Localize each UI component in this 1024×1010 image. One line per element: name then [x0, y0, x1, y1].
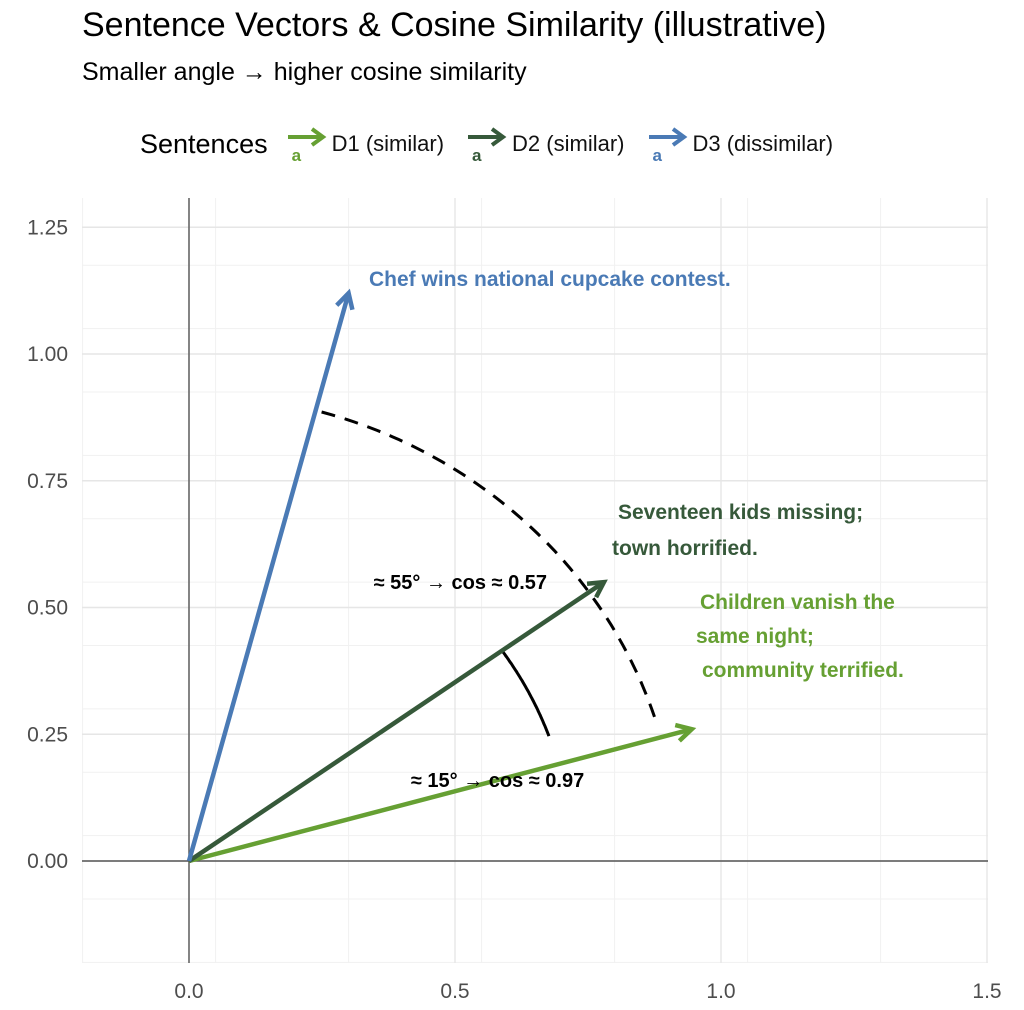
vector-label-d2: Seventeen kids missing;: [618, 501, 863, 524]
vector-arrow-d3: [186, 292, 351, 862]
x-tick-label: 1.0: [706, 980, 735, 1003]
legend-arrow-icon-d3: [648, 127, 687, 147]
legend-key-d1: a: [282, 122, 332, 166]
vector-label-d1: same night;: [696, 625, 814, 648]
arrowhead-d3: [335, 288, 355, 311]
legend-label-d3: D3 (dissimilar): [692, 131, 834, 156]
angle-arc-1: [501, 650, 551, 737]
legend-arrow-icon-d2: [468, 127, 507, 147]
vector-label-d3: Chef wins national cupcake contest.: [369, 268, 731, 291]
y-tick-label: 1.00: [27, 343, 68, 366]
legend-arrow-icon-d1: [287, 127, 326, 147]
angle-annotation-1: ≈ 15° → cos ≈ 0.97: [411, 770, 584, 792]
legend-key-letter-d2: a: [472, 146, 482, 165]
legend-key-d2: a: [462, 122, 512, 166]
legend-item-d2: a D2 (similar): [462, 122, 625, 166]
legend-item-d1: a D1 (similar): [282, 122, 444, 166]
vector-label-d1: Children vanish the: [700, 591, 895, 614]
chart-title: Sentence Vectors & Cosine Similarity (il…: [82, 6, 827, 44]
arrowhead-d2: [586, 579, 608, 599]
vector-arrow-d2: [187, 580, 606, 863]
angle-arc-2: [315, 409, 656, 718]
y-tick-label: 1.25: [27, 216, 68, 239]
legend-title: Sentences: [140, 128, 268, 159]
vector-arrow-d1: [188, 727, 693, 864]
legend-label-d1: D1 (similar): [331, 131, 445, 156]
y-tick-label: 0.25: [27, 723, 68, 746]
legend-key-letter-d1: a: [291, 146, 302, 165]
vector-label-d1: community terrified.: [702, 659, 904, 682]
legend-label-d2: D2 (similar): [512, 131, 625, 156]
x-tick-label: 0.0: [174, 980, 203, 1003]
legend-key-d3: a: [643, 122, 693, 166]
x-tick-label: 1.5: [972, 980, 1001, 1003]
y-tick-label: 0.00: [27, 850, 68, 873]
x-tick-label: 0.5: [440, 980, 469, 1003]
legend-item-d3: a D3 (dissimilar): [643, 122, 834, 166]
angle-annotation-2: ≈ 55° → cos ≈ 0.57: [374, 572, 547, 594]
y-tick-label: 0.50: [27, 597, 68, 620]
vector-label-d2: town horrified.: [612, 537, 758, 560]
arrowhead-d1: [674, 722, 697, 743]
legend: Sentences a D1 (similar) a D2 (similar): [140, 120, 851, 168]
y-tick-label: 0.75: [27, 470, 68, 493]
legend-key-letter-d3: a: [652, 146, 662, 165]
chart-subtitle: Smaller angle → higher cosine similarity: [82, 58, 527, 86]
